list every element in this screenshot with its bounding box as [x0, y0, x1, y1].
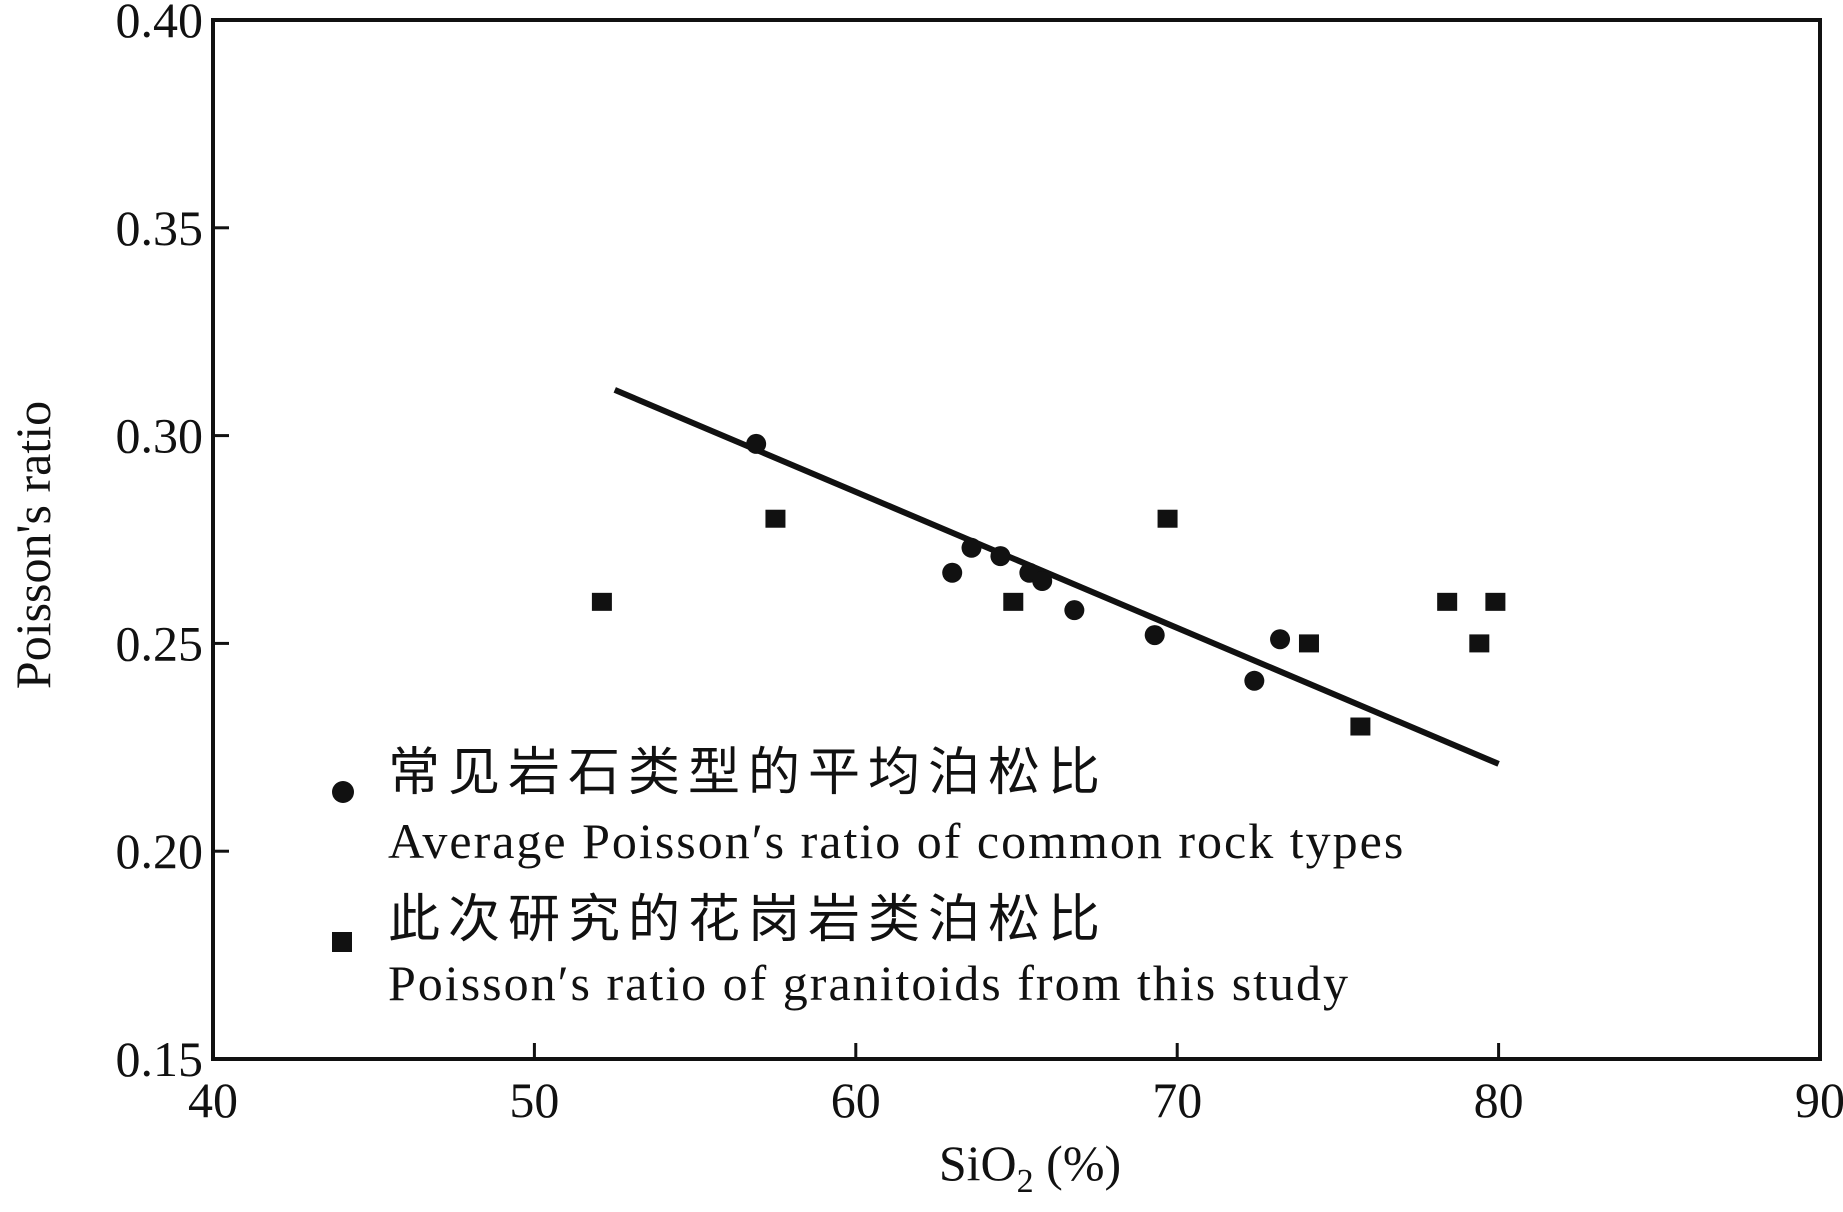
data-point-circle — [1064, 600, 1084, 620]
y-tick-label: 0.35 — [116, 200, 204, 256]
legend-item-2-label-en: Poisson′s ratio of granitoids from this … — [388, 955, 1350, 1011]
data-point-circle — [746, 434, 766, 454]
data-point-square — [1003, 593, 1023, 611]
y-axis-title: Poisson's ratio — [5, 401, 61, 689]
x-axis-title-suffix: (%) — [1034, 1135, 1121, 1191]
data-point-square — [1469, 634, 1489, 652]
data-point-circle — [1244, 671, 1264, 691]
data-point-square — [1158, 510, 1178, 528]
data-point-circle — [990, 546, 1010, 566]
x-axis-title-prefix: SiO — [939, 1135, 1017, 1191]
x-tick-label: 70 — [1152, 1072, 1202, 1128]
data-point-circle — [942, 563, 962, 583]
data-point-square — [1350, 718, 1370, 736]
data-point-square — [1299, 634, 1319, 652]
x-tick-label: 60 — [831, 1072, 881, 1128]
data-point-square — [1437, 593, 1457, 611]
x-tick-label: 50 — [509, 1072, 559, 1128]
data-point-circle — [1145, 625, 1165, 645]
legend: 常见岩石类型的平均泊松比 Average Poisson′s ratio of … — [332, 743, 1405, 1011]
y-tick-label: 0.15 — [116, 1031, 204, 1087]
legend-item-1-label-en: Average Poisson′s ratio of common rock t… — [388, 813, 1405, 869]
data-point-square — [1485, 593, 1505, 611]
y-tick-label: 0.25 — [116, 615, 204, 671]
data-point-circle — [1270, 629, 1290, 649]
y-tick-label: 0.20 — [116, 823, 204, 879]
points-layer — [592, 434, 1505, 736]
data-point-circle — [962, 538, 982, 558]
y-tick-label: 0.40 — [116, 0, 204, 48]
legend-item-1-label-cn: 常见岩石类型的平均泊松比 — [388, 743, 1108, 803]
legend-item-2-label-cn: 此次研究的花岗岩类泊松比 — [388, 890, 1108, 950]
data-point-square — [765, 510, 785, 528]
x-axis-title: SiO2 (%) — [939, 1135, 1121, 1200]
data-point-circle — [1032, 571, 1052, 591]
legend-marker-circle — [332, 781, 354, 803]
x-axis-title-subscript: 2 — [1017, 1163, 1034, 1200]
y-tick-label: 0.30 — [116, 408, 204, 464]
x-tick-label: 90 — [1795, 1072, 1843, 1128]
x-tick-label: 80 — [1474, 1072, 1524, 1128]
data-point-square — [592, 593, 612, 611]
legend-marker-square — [332, 932, 352, 952]
